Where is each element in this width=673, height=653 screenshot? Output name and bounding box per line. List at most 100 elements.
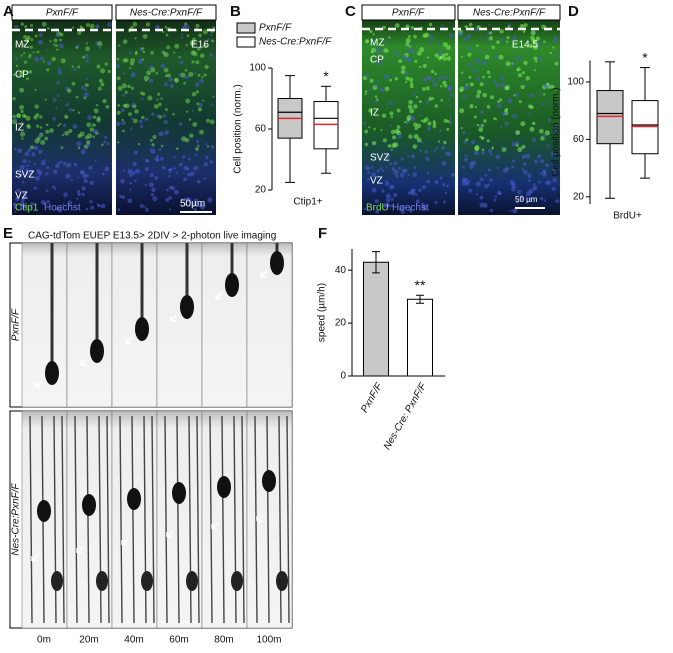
nucleus (430, 69, 435, 74)
nucleus (369, 78, 374, 83)
nucleus (129, 51, 132, 55)
nucleus (211, 39, 215, 43)
nucleus (45, 189, 49, 193)
nucleus (553, 38, 557, 43)
nucleus (206, 145, 210, 148)
nucleus (518, 100, 522, 104)
nucleus (189, 171, 195, 176)
nucleus (85, 77, 88, 81)
nucleus (527, 173, 532, 179)
nucleus (520, 121, 526, 127)
nucleus (386, 104, 389, 107)
nucleus (479, 195, 484, 200)
nucleus (551, 168, 555, 172)
nucleus (33, 115, 38, 120)
nucleus (195, 139, 200, 144)
nucleus (412, 144, 418, 149)
nucleus (410, 116, 413, 120)
nucleus (185, 75, 190, 79)
process (266, 415, 270, 624)
nucleus (424, 32, 430, 38)
nucleus (405, 38, 411, 44)
nucleus (64, 114, 69, 119)
x-label: Ctip1+ (293, 197, 322, 208)
nucleus (103, 140, 107, 144)
nucleus (156, 98, 159, 101)
nucleus (124, 90, 128, 94)
nucleus (129, 181, 132, 185)
nucleus (155, 24, 160, 30)
process (196, 415, 200, 624)
arrow (215, 292, 223, 300)
nucleus (15, 64, 19, 68)
nucleus (516, 67, 521, 72)
nucleus (145, 207, 149, 212)
nucleus (552, 177, 557, 183)
nucleus (205, 155, 209, 160)
nucleus (169, 83, 174, 89)
nucleus (25, 168, 29, 172)
nucleus (22, 43, 26, 47)
nucleus (529, 105, 534, 110)
nucleus (127, 168, 133, 174)
nucleus (174, 43, 180, 49)
nucleus (127, 198, 133, 204)
nucleus (159, 156, 164, 161)
nucleus (516, 200, 520, 204)
nucleus (46, 68, 50, 72)
nucleus (505, 40, 509, 43)
nucleus (199, 129, 204, 135)
nucleus (425, 150, 428, 153)
nucleus (401, 205, 405, 209)
nucleus (446, 76, 449, 79)
nucleus (186, 167, 190, 171)
nucleus (462, 94, 467, 99)
nucleus (418, 65, 422, 69)
nucleus (40, 160, 46, 166)
y-tick-label: 100 (249, 63, 266, 74)
nucleus (427, 56, 430, 59)
nucleus (192, 37, 197, 42)
panel-label: F (318, 225, 327, 242)
nucleus (376, 98, 379, 101)
nucleus (444, 191, 448, 195)
nucleus (125, 103, 130, 109)
nucleus (474, 144, 480, 151)
nucleus (134, 168, 141, 174)
dashed-lines (12, 27, 560, 32)
nucleus (479, 202, 485, 208)
nucleus (513, 94, 516, 97)
nucleus (448, 33, 453, 38)
nucleus (476, 181, 481, 187)
nucleus (169, 208, 172, 211)
nucleus (197, 107, 202, 112)
nucleus (14, 25, 19, 29)
nucleus (157, 102, 162, 107)
nucleus (148, 182, 154, 188)
process (286, 415, 290, 624)
nucleus (122, 169, 125, 172)
nucleus (550, 162, 554, 165)
nucleus (488, 75, 491, 79)
legend-swatch (236, 36, 256, 48)
nucleus (150, 67, 156, 73)
nucleus (545, 180, 549, 184)
nucleus (128, 112, 132, 117)
nucleus (383, 202, 389, 208)
nucleus (483, 80, 486, 83)
nucleus (364, 90, 368, 93)
nucleus (412, 172, 418, 177)
nucleus (493, 79, 497, 83)
nucleus (388, 36, 391, 39)
nucleus (519, 195, 523, 199)
nucleus (127, 84, 131, 89)
nucleus (474, 105, 478, 109)
nucleus (523, 60, 528, 66)
nucleus (29, 145, 34, 150)
nucleus (102, 98, 107, 104)
nucleus (14, 147, 17, 151)
nucleus (34, 56, 40, 62)
frame (201, 242, 248, 408)
nucleus (374, 199, 380, 204)
